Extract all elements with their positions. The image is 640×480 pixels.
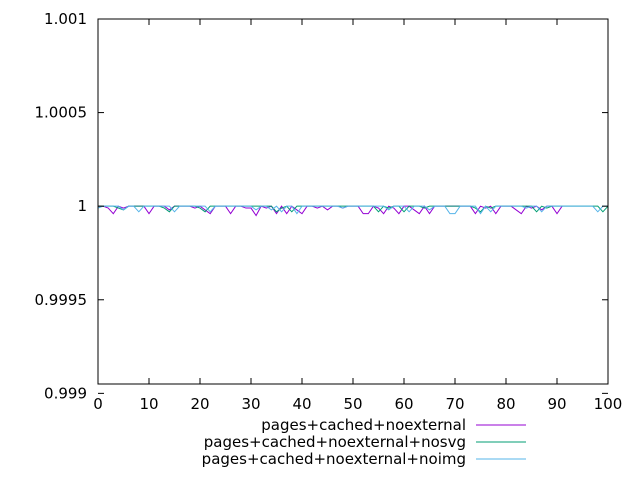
x-tick-label: 0 <box>93 395 103 413</box>
x-tick-label: 70 <box>445 395 464 413</box>
x-tick-label: 80 <box>496 395 515 413</box>
y-tick-label: 0.999 <box>44 384 87 402</box>
legend-label-2: pages+cached+noexternal+nosvg <box>204 433 466 451</box>
x-tick-label: 40 <box>292 395 311 413</box>
y-tick-label: 1.0005 <box>35 104 88 122</box>
legend-label-3: pages+cached+noexternal+noimg <box>202 450 466 468</box>
x-tick-label: 60 <box>394 395 413 413</box>
plot-frame <box>97 18 609 385</box>
x-tick-label: 100 <box>594 395 623 413</box>
x-tick-label: 10 <box>139 395 158 413</box>
series-line-3 <box>98 205 608 215</box>
y-tick-label: 0.9995 <box>35 291 88 309</box>
series-line-2 <box>98 205 608 213</box>
y-tick-label: 1 <box>77 197 87 215</box>
plot-series <box>98 205 608 217</box>
x-tick-label: 50 <box>343 395 362 413</box>
y-tick-label: 1.001 <box>44 10 87 28</box>
x-tick-label: 20 <box>190 395 209 413</box>
axes: 0 10 20 30 40 50 60 70 80 90 100 0.999 0.9995 1 1.0005… <box>35 10 623 413</box>
legend-label-1: pages+cached+noexternal <box>261 416 466 434</box>
legend: pages+cached+noexternalpages+cached+noex… <box>202 416 526 468</box>
x-tick-label: 90 <box>547 395 566 413</box>
x-tick-label: 30 <box>241 395 260 413</box>
